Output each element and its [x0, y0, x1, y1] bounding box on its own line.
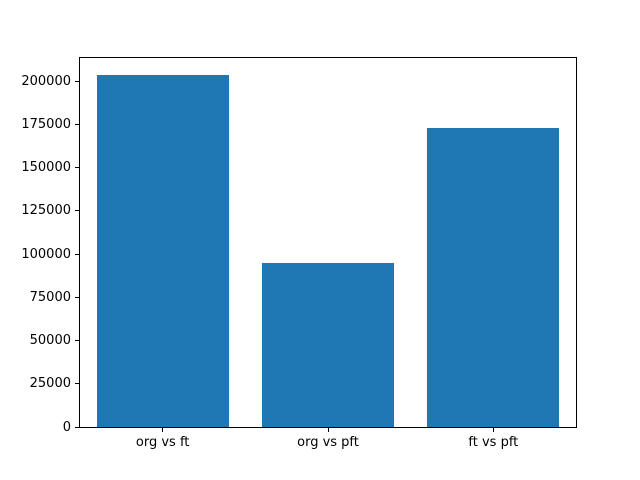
y-tick-label: 75000 — [29, 289, 71, 305]
y-tick-label: 0 — [62, 419, 71, 435]
y-tick-label: 100000 — [21, 246, 71, 262]
y-tick-mark — [75, 340, 79, 341]
y-tick-mark — [75, 80, 79, 82]
x-tick-mark — [492, 428, 494, 432]
y-tick-mark — [75, 123, 79, 125]
x-tick-label: ft vs pft — [468, 435, 519, 450]
y-tick-mark — [75, 210, 79, 212]
y-tick-label: 50000 — [29, 333, 71, 348]
x-tick-label: org vs ft — [135, 435, 190, 450]
bar — [96, 74, 229, 427]
y-tick-mark — [75, 253, 79, 255]
x-tick-label: org vs pft — [297, 435, 359, 450]
y-tick-label: 175000 — [21, 116, 71, 132]
y-tick-label: 200000 — [21, 73, 71, 89]
bar — [261, 262, 395, 427]
y-tick-mark — [75, 426, 79, 428]
y-tick-mark — [75, 167, 79, 168]
bar — [427, 127, 560, 427]
x-tick-mark — [162, 428, 164, 432]
y-tick-mark — [75, 383, 79, 385]
y-tick-label: 150000 — [21, 160, 71, 175]
plot-area: 0 25000 50000 75000 100000 125000 150000 175000… — [21, 57, 577, 450]
y-tick-mark — [75, 296, 79, 298]
y-tick-label: 125000 — [21, 203, 71, 219]
x-tick-mark — [327, 428, 329, 432]
y-tick-label: 25000 — [29, 376, 71, 392]
